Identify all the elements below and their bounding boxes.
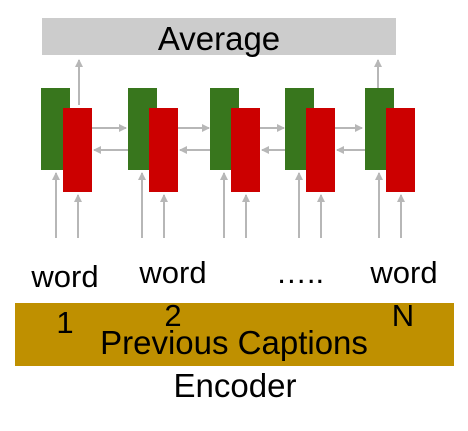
word-1-label: word — [30, 259, 98, 294]
word-n-label: word — [369, 255, 437, 290]
lstm-cell-2 — [128, 88, 178, 192]
backward-lstm-cell — [63, 108, 92, 192]
encoder-caption: Encoder — [174, 367, 297, 404]
word-2-label: word — [138, 255, 206, 290]
backward-lstm-cell — [231, 108, 260, 192]
ellipsis-label: ….. — [276, 255, 324, 290]
input-arrows — [52, 172, 405, 238]
backward-lstm-cell — [149, 108, 178, 192]
backward-lstm-cell — [306, 108, 335, 192]
word-2-index: 2 — [164, 298, 181, 333]
lstm-cell-3 — [210, 88, 260, 192]
average-box: Average — [42, 18, 396, 57]
word-n-index: N — [392, 298, 414, 333]
lstm-cell-5 — [365, 88, 415, 192]
average-label: Average — [158, 20, 280, 57]
previous-captions-box — [15, 303, 454, 366]
lstm-cell-4 — [285, 88, 335, 192]
lstm-cell-1 — [41, 88, 92, 192]
backward-lstm-cell — [386, 108, 415, 192]
word-1-index: 1 — [56, 305, 73, 340]
previous-captions-label: Previous Captions — [100, 324, 368, 361]
